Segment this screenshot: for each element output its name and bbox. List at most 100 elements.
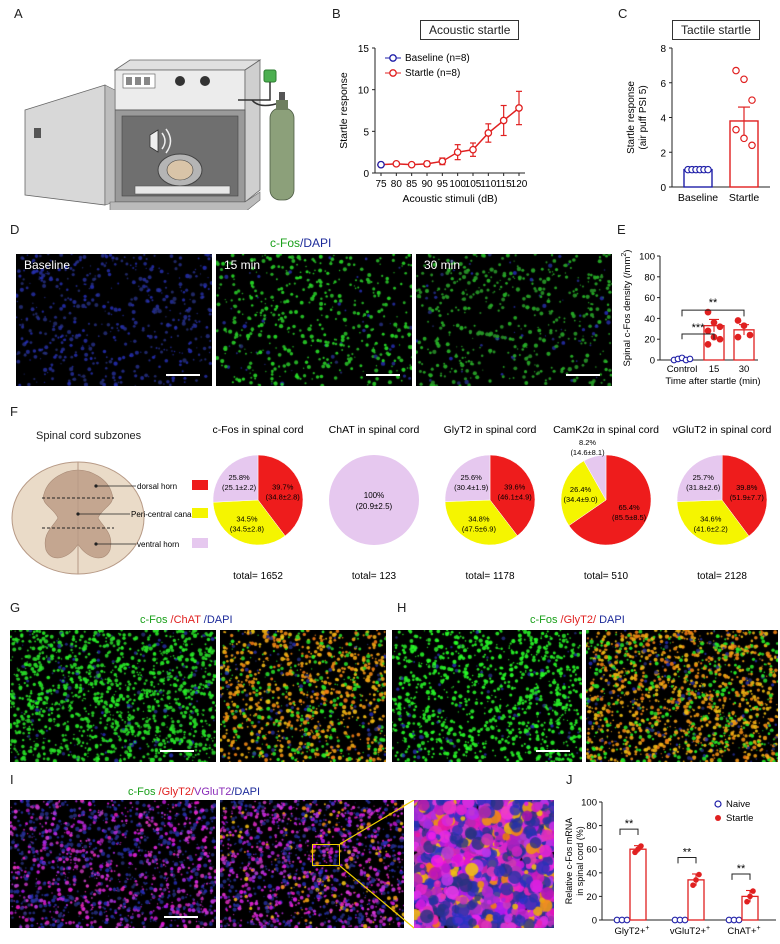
scale-bar bbox=[164, 916, 198, 918]
micrograph-i-zoom bbox=[414, 800, 554, 928]
x-tick-label: 85 bbox=[406, 179, 418, 190]
y-tick-label: 80 bbox=[586, 821, 597, 832]
data-point bbox=[748, 141, 756, 150]
pie-val: (41.6±2.2) bbox=[694, 525, 729, 534]
micrograph-15-min: 15 min bbox=[216, 254, 412, 386]
i-title-vglut2: VGluT2 bbox=[194, 786, 232, 798]
legend-ventral-horn: ventral horn bbox=[137, 540, 179, 549]
x-tick-label: GlyT2++ bbox=[615, 925, 650, 937]
y-tick-label: 0 bbox=[650, 356, 655, 367]
x-tick-label: 100 bbox=[449, 179, 466, 190]
baseline-point bbox=[377, 160, 385, 169]
tactile-startle-title: Tactile startle bbox=[672, 20, 761, 40]
data-point bbox=[716, 323, 724, 331]
startle-point bbox=[744, 898, 750, 905]
scale-bar bbox=[536, 750, 570, 752]
pie-total: total= 510 bbox=[584, 571, 629, 582]
startle-point bbox=[423, 159, 431, 168]
x-tick-label: 15 bbox=[709, 364, 720, 375]
h-title-dapi: DAPI bbox=[596, 614, 625, 626]
pie-slice-dorsal bbox=[489, 454, 536, 537]
data-point bbox=[740, 322, 748, 330]
x-tick-label: 75 bbox=[375, 179, 387, 190]
data-point bbox=[704, 165, 712, 174]
pie-val: (30.4±1.9) bbox=[454, 483, 489, 492]
legend-swatch-ventral bbox=[192, 538, 208, 548]
legend-dorsal-horn: dorsal horn bbox=[137, 482, 177, 491]
naive-point bbox=[735, 916, 743, 924]
pie-pct: 34.8% bbox=[468, 515, 490, 524]
micrograph-texture bbox=[10, 630, 216, 762]
pie-pct: 26.4% bbox=[570, 485, 592, 494]
sig-bracket bbox=[619, 828, 639, 836]
pie-val: (34.5±2.8) bbox=[230, 525, 265, 534]
startle-series-line bbox=[380, 107, 520, 166]
naive-point bbox=[681, 916, 689, 924]
pie-title: GlyT2 in spinal cord bbox=[444, 424, 537, 436]
pie-val: (85.5±8.5) bbox=[612, 513, 647, 522]
data-point bbox=[732, 125, 740, 134]
h-title-cfos: c-Fos bbox=[530, 614, 558, 626]
legend-startle: Startle (n=8) bbox=[405, 68, 460, 79]
pie-val: (47.5±6.9) bbox=[462, 525, 497, 534]
y-tick-label: 100 bbox=[639, 252, 655, 263]
legend-marker-startle bbox=[389, 69, 397, 77]
legend-marker-naive bbox=[714, 800, 722, 808]
y-tick-label: 0 bbox=[363, 169, 369, 180]
y-tick-label: 100 bbox=[581, 798, 597, 809]
i-title-cfos: c-Fos bbox=[128, 786, 156, 798]
x-tick-label: 30 bbox=[739, 364, 750, 375]
y-tick-label: 60 bbox=[586, 845, 597, 856]
pie-val: (51.9±7.7) bbox=[730, 493, 765, 502]
pie-slice-ventral bbox=[329, 455, 419, 545]
y-label-close: ) bbox=[622, 250, 633, 253]
x-tick-label: 95 bbox=[437, 179, 449, 190]
panel-label-g: G bbox=[10, 600, 21, 615]
x-tick-label: ChAT++ bbox=[727, 925, 760, 937]
data-point bbox=[740, 134, 748, 143]
x-label-superscript: + bbox=[645, 925, 649, 932]
scale-bar bbox=[566, 374, 600, 376]
pie-pct: 34.5% bbox=[236, 515, 258, 524]
legend-swatch-central bbox=[192, 508, 208, 518]
data-point bbox=[734, 333, 742, 341]
y-tick-label: 10 bbox=[358, 86, 370, 97]
pie-pct: 65.4% bbox=[618, 503, 640, 512]
data-point bbox=[686, 355, 694, 363]
pie-title: ChAT in spinal cord bbox=[329, 424, 420, 436]
y-tick-label: 60 bbox=[644, 293, 655, 304]
pie-pct: 25.7% bbox=[693, 473, 715, 482]
relative-cfos-mrna-chart: 0 20 40 60 80 100 Relative c-Fos mRNA in spinal… bbox=[564, 798, 776, 937]
x-tick-label: 115 bbox=[496, 179, 512, 190]
y-tick-label: 20 bbox=[586, 892, 597, 903]
startle-point bbox=[747, 893, 753, 900]
legend-peri-central-canal: Peri-central canal bbox=[131, 510, 193, 519]
data-point bbox=[704, 341, 712, 348]
startle-point bbox=[696, 871, 702, 878]
y-tick-label: 40 bbox=[644, 314, 655, 325]
cfos-density-chart: 0 20 40 60 80 100 Spinal c-Fos density (/mm2) C… bbox=[621, 250, 761, 387]
d-title-cfos: c-Fos bbox=[270, 236, 300, 250]
x-tick-label: Baseline bbox=[678, 192, 718, 204]
scale-bar bbox=[160, 750, 194, 752]
sig-marker-30: ** bbox=[709, 297, 718, 309]
g-title-cfos: c-Fos bbox=[140, 614, 168, 626]
startle-point bbox=[438, 157, 447, 166]
y-tick-label: 8 bbox=[660, 44, 666, 55]
legend-marker-baseline bbox=[389, 54, 397, 62]
pie-title: CamK2α in spinal cord bbox=[553, 424, 659, 436]
pie-pct: 100% bbox=[364, 491, 384, 500]
g-title-chat: /ChAT bbox=[167, 614, 201, 626]
y-axis-label-2: (air puff PSI 5) bbox=[638, 85, 649, 149]
pie-total: total= 2128 bbox=[697, 571, 747, 582]
y-tick-label: 0 bbox=[660, 183, 666, 194]
pie-pct: 25.8% bbox=[228, 473, 250, 482]
pie-val: (20.9±2.5) bbox=[356, 502, 393, 511]
zoom-box bbox=[312, 844, 340, 866]
zoom-lines bbox=[339, 800, 415, 929]
startle-chamber-illustration bbox=[24, 59, 295, 210]
h-title-glyt2: /GlyT2/ bbox=[557, 614, 597, 626]
x-tick-label: Control bbox=[667, 364, 698, 375]
i-title-glyt2: /GlyT2/ bbox=[155, 786, 195, 798]
micrograph-i-merge bbox=[220, 800, 404, 928]
